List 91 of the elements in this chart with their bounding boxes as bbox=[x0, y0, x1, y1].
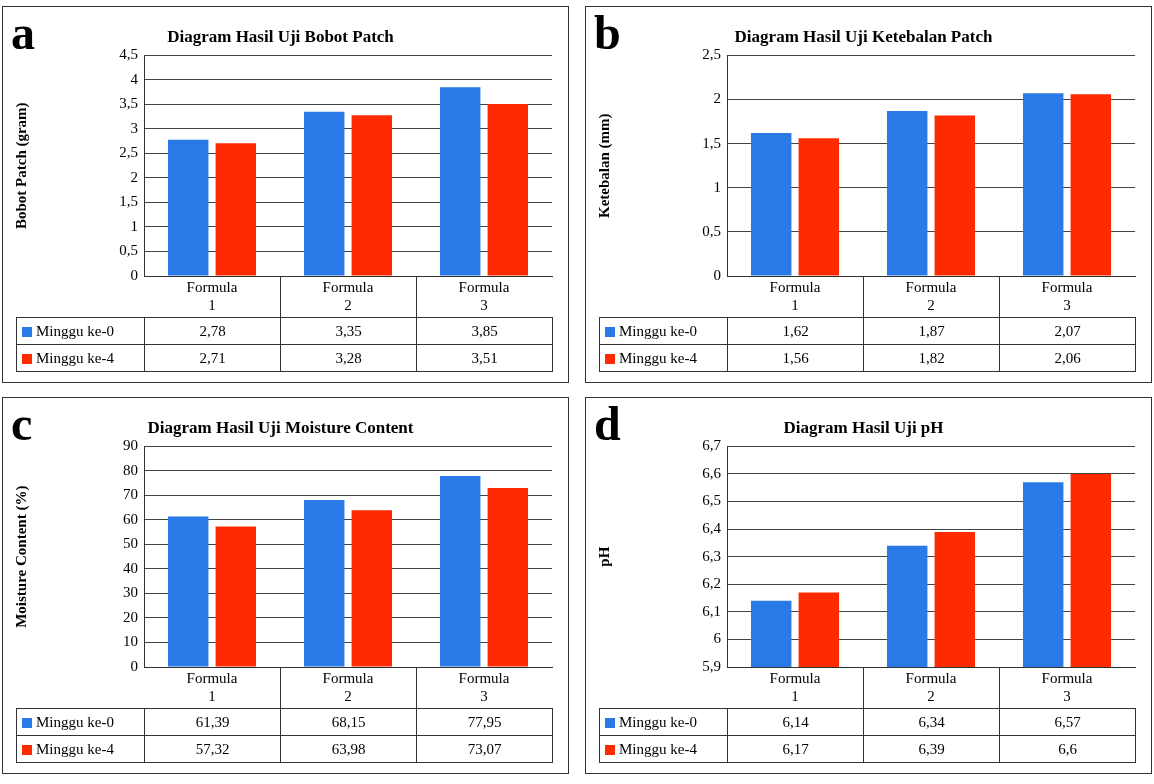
y-tick-label: 30 bbox=[123, 584, 138, 601]
x-tick-label: Formula 3 bbox=[1041, 278, 1093, 313]
data-label: 2,07 bbox=[999, 317, 1136, 345]
x-tick-label: Formula 1 bbox=[186, 278, 238, 313]
data-label: 3,51 bbox=[416, 344, 553, 372]
y-tick-label: 0 bbox=[130, 266, 138, 283]
y-tick-label: 1,5 bbox=[119, 193, 138, 210]
y-tick-label: 3 bbox=[130, 119, 138, 136]
data-label: 63,98 bbox=[280, 735, 417, 763]
legend-label: Minggu ke-4 bbox=[16, 344, 145, 372]
y-tick-label: 2 bbox=[713, 90, 721, 107]
chart-title: Diagram Hasil Uji Bobot Patch bbox=[167, 26, 395, 46]
data-label: 68,15 bbox=[280, 708, 417, 736]
y-tick-label: 1 bbox=[130, 217, 138, 234]
data-label: 6,57 bbox=[999, 708, 1136, 736]
y-tick-label: 6,2 bbox=[702, 575, 721, 592]
x-tick-label: Formula 1 bbox=[769, 278, 821, 313]
data-label: 2,71 bbox=[144, 344, 281, 372]
y-tick-label: 6,7 bbox=[702, 437, 722, 454]
y-tick-label: 6,4 bbox=[702, 520, 722, 537]
y-tick-label: 50 bbox=[123, 535, 138, 552]
y-tick-label: 5,9 bbox=[702, 657, 721, 674]
y-tick-label: 60 bbox=[123, 510, 138, 527]
data-label: 3,85 bbox=[416, 317, 553, 345]
y-tick-label: 6,3 bbox=[702, 547, 721, 564]
x-tick-label: Formula 2 bbox=[322, 669, 374, 704]
y-tick-label: 1,5 bbox=[702, 134, 721, 151]
data-label: 3,28 bbox=[280, 344, 417, 372]
y-axis-title: Ketebalan (mm) bbox=[595, 113, 613, 218]
legend-label: Minggu ke-0 bbox=[16, 708, 145, 736]
legend-label: Minggu ke-4 bbox=[599, 735, 728, 763]
y-tick-label: 2,5 bbox=[119, 144, 138, 161]
y-tick-label: 2,5 bbox=[702, 46, 721, 63]
chart-title: Diagram Hasil Uji Ketebalan Patch bbox=[734, 26, 993, 46]
data-label: 73,07 bbox=[416, 735, 553, 763]
y-tick-label: 10 bbox=[123, 633, 138, 650]
data-label: 2,06 bbox=[999, 344, 1136, 372]
y-tick-label: 2 bbox=[130, 168, 138, 185]
text: d bbox=[594, 397, 621, 450]
data-label: 6,34 bbox=[863, 708, 1000, 736]
y-tick-label: 3,5 bbox=[119, 95, 138, 112]
text: b bbox=[594, 6, 621, 59]
y-tick-label: 0 bbox=[130, 657, 138, 674]
x-tick-label: Formula 2 bbox=[905, 669, 957, 704]
x-tick-label: Formula 2 bbox=[905, 278, 957, 313]
y-axis-title: pH bbox=[595, 546, 612, 567]
data-label: 6,39 bbox=[863, 735, 1000, 763]
y-tick-label: 6,1 bbox=[702, 602, 721, 619]
data-label: 1,82 bbox=[863, 344, 1000, 372]
data-label: 6,14 bbox=[727, 708, 864, 736]
y-tick-label: 80 bbox=[123, 461, 138, 478]
y-tick-label: 6,6 bbox=[702, 464, 722, 481]
y-tick-label: 90 bbox=[123, 437, 138, 454]
x-tick-label: Formula 3 bbox=[458, 669, 510, 704]
chart-title: Diagram Hasil Uji Moisture Content bbox=[147, 417, 414, 437]
y-axis-title: Bobot Patch (gram) bbox=[12, 102, 30, 230]
y-tick-label: 6,5 bbox=[702, 492, 721, 509]
y-tick-label: 40 bbox=[123, 559, 138, 576]
data-label: 1,87 bbox=[863, 317, 1000, 345]
data-label: 57,32 bbox=[144, 735, 281, 763]
data-label: 6,6 bbox=[999, 735, 1136, 763]
chart-title: Diagram Hasil Uji pH bbox=[783, 417, 944, 437]
data-label: 1,62 bbox=[727, 317, 864, 345]
text: a bbox=[11, 6, 35, 59]
x-tick-label: Formula 1 bbox=[186, 669, 238, 704]
legend-label: Minggu ke-0 bbox=[16, 317, 145, 345]
y-tick-label: 0,5 bbox=[702, 222, 721, 239]
x-tick-label: Formula 3 bbox=[1041, 669, 1093, 704]
y-tick-label: 20 bbox=[123, 608, 138, 625]
data-label: 3,35 bbox=[280, 317, 417, 345]
legend-label: Minggu ke-0 bbox=[599, 708, 728, 736]
legend-label: Minggu ke-4 bbox=[16, 735, 145, 763]
y-tick-label: 4 bbox=[130, 70, 139, 87]
x-tick-label: Formula 1 bbox=[769, 669, 821, 704]
data-label: 61,39 bbox=[144, 708, 281, 736]
x-tick-label: Formula 3 bbox=[458, 278, 510, 313]
data-label: 77,95 bbox=[416, 708, 553, 736]
y-tick-label: 4,5 bbox=[119, 46, 138, 63]
x-tick-label: Formula 2 bbox=[322, 278, 374, 313]
data-label: 1,56 bbox=[727, 344, 864, 372]
y-tick-label: 70 bbox=[123, 486, 138, 503]
y-tick-label: 0 bbox=[713, 266, 721, 283]
y-tick-label: 0,5 bbox=[119, 242, 138, 259]
legend-label: Minggu ke-4 bbox=[599, 344, 728, 372]
text: c bbox=[11, 397, 33, 450]
y-axis-title: Moisture Content (%) bbox=[12, 485, 30, 628]
y-tick-label: 6 bbox=[713, 630, 722, 647]
y-tick-label: 1 bbox=[713, 178, 721, 195]
data-label: 2,78 bbox=[144, 317, 281, 345]
legend-label: Minggu ke-0 bbox=[599, 317, 728, 345]
data-label: 6,17 bbox=[727, 735, 864, 763]
